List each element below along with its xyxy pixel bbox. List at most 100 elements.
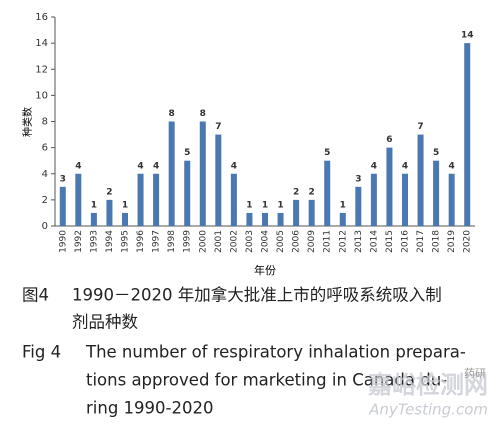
caption-label: 图4 — [22, 286, 49, 305]
value-label: 5 — [324, 148, 330, 158]
bar — [448, 173, 455, 226]
value-label: 1 — [91, 200, 97, 210]
x-tick-label: 1990 — [58, 230, 68, 253]
x-tick-label: 1995 — [121, 230, 131, 253]
watermark: 嘉峪检测网 — [368, 371, 488, 399]
bar — [308, 199, 315, 226]
y-tick-label: 6 — [42, 143, 48, 154]
x-tick-label: 2005 — [276, 230, 286, 253]
bar — [122, 212, 128, 226]
bar — [90, 212, 97, 226]
x-tick-label: 2015 — [385, 230, 395, 253]
bar — [464, 43, 471, 226]
x-tick-label: 2019 — [447, 230, 457, 253]
x-tick-label: 2014 — [369, 230, 379, 253]
x-tick-label: 2012 — [338, 230, 348, 253]
bar — [355, 186, 362, 226]
value-label: 5 — [184, 148, 190, 158]
y-tick-label: 10 — [35, 90, 48, 101]
y-tick-label: 2 — [42, 195, 48, 206]
bar — [137, 173, 144, 226]
x-tick-label: 1994 — [105, 230, 115, 253]
bar — [106, 199, 113, 226]
x-tick-label: 2000 — [198, 230, 208, 253]
value-label: 7 — [215, 122, 221, 132]
y-axis-label: 种类数 — [21, 107, 34, 137]
caption-text: ring 1990-2020 — [86, 399, 213, 418]
value-label: 14 — [461, 31, 474, 41]
value-label: 4 — [449, 161, 455, 171]
value-label: 4 — [75, 161, 81, 171]
x-tick-label: 2006 — [292, 230, 302, 253]
bar — [59, 186, 66, 226]
bar — [402, 173, 408, 226]
value-label: 2 — [309, 187, 315, 197]
x-tick-label: 1996 — [136, 230, 146, 253]
x-tick-label: 2017 — [416, 230, 426, 253]
bar — [370, 173, 377, 226]
bar — [230, 173, 237, 226]
value-label: 2 — [106, 187, 112, 197]
value-label: 3 — [355, 174, 361, 184]
bar — [324, 160, 331, 226]
x-tick-label: 2020 — [463, 230, 473, 253]
y-tick-label: 12 — [35, 64, 48, 75]
bar — [277, 212, 284, 226]
caption-text: 1990－2020 年加拿大批准上市的呼吸系统吸入制 — [72, 285, 442, 305]
value-label: 8 — [169, 109, 175, 119]
value-label: 7 — [417, 122, 423, 132]
value-label: 3 — [60, 174, 66, 184]
x-tick-label: 2011 — [323, 230, 333, 253]
y-tick-label: 14 — [35, 38, 48, 49]
bar — [339, 212, 346, 226]
value-label: 4 — [153, 161, 159, 171]
x-tick-label: 2003 — [245, 230, 255, 253]
value-label: 1 — [262, 200, 268, 210]
x-tick-label: 2001 — [214, 230, 224, 253]
x-tick-label: 1997 — [152, 230, 162, 253]
bar — [199, 121, 206, 226]
bar — [262, 212, 268, 226]
caption-text: The number of respiratory inhalation pre… — [85, 343, 466, 362]
bar — [293, 199, 300, 226]
caption-text: 剂品种数 — [72, 313, 139, 332]
value-label: 2 — [293, 187, 299, 197]
bar — [417, 134, 424, 226]
bar — [153, 173, 160, 226]
watermark: AnyTesting.com — [368, 401, 488, 419]
x-tick-label: 2004 — [261, 230, 271, 253]
y-tick-label: 4 — [42, 169, 48, 180]
x-tick-label: 1992 — [74, 230, 84, 253]
value-label: 1 — [246, 200, 252, 210]
bar — [246, 212, 253, 226]
x-tick-label: 1998 — [167, 230, 177, 253]
value-label: 1 — [277, 200, 283, 210]
x-tick-label: 2016 — [401, 230, 411, 253]
x-tick-label: 2013 — [354, 230, 364, 253]
y-tick-label: 8 — [42, 117, 48, 128]
x-tick-label: 2018 — [432, 230, 442, 253]
bar — [433, 160, 440, 226]
y-tick-label: 0 — [42, 221, 48, 232]
bar — [184, 160, 191, 226]
value-label: 6 — [386, 135, 392, 145]
value-label: 1 — [122, 200, 128, 210]
value-label: 4 — [137, 161, 143, 171]
value-label: 4 — [402, 161, 408, 171]
x-axis-label: 年份 — [254, 263, 276, 277]
value-label: 4 — [371, 161, 377, 171]
watermark: 药研 — [464, 367, 486, 380]
caption-text: tions approved for marketing in Canada d… — [86, 371, 447, 390]
caption-label: Fig 4 — [22, 343, 61, 362]
y-tick-label: 16 — [35, 12, 48, 23]
x-tick-label: 1993 — [89, 230, 99, 253]
x-tick-label: 2002 — [229, 230, 239, 253]
bar — [75, 173, 82, 226]
value-label: 1 — [340, 200, 346, 210]
bar — [386, 147, 393, 226]
bar — [215, 134, 222, 226]
value-label: 5 — [433, 148, 439, 158]
value-label: 8 — [200, 109, 206, 119]
value-label: 4 — [231, 161, 237, 171]
